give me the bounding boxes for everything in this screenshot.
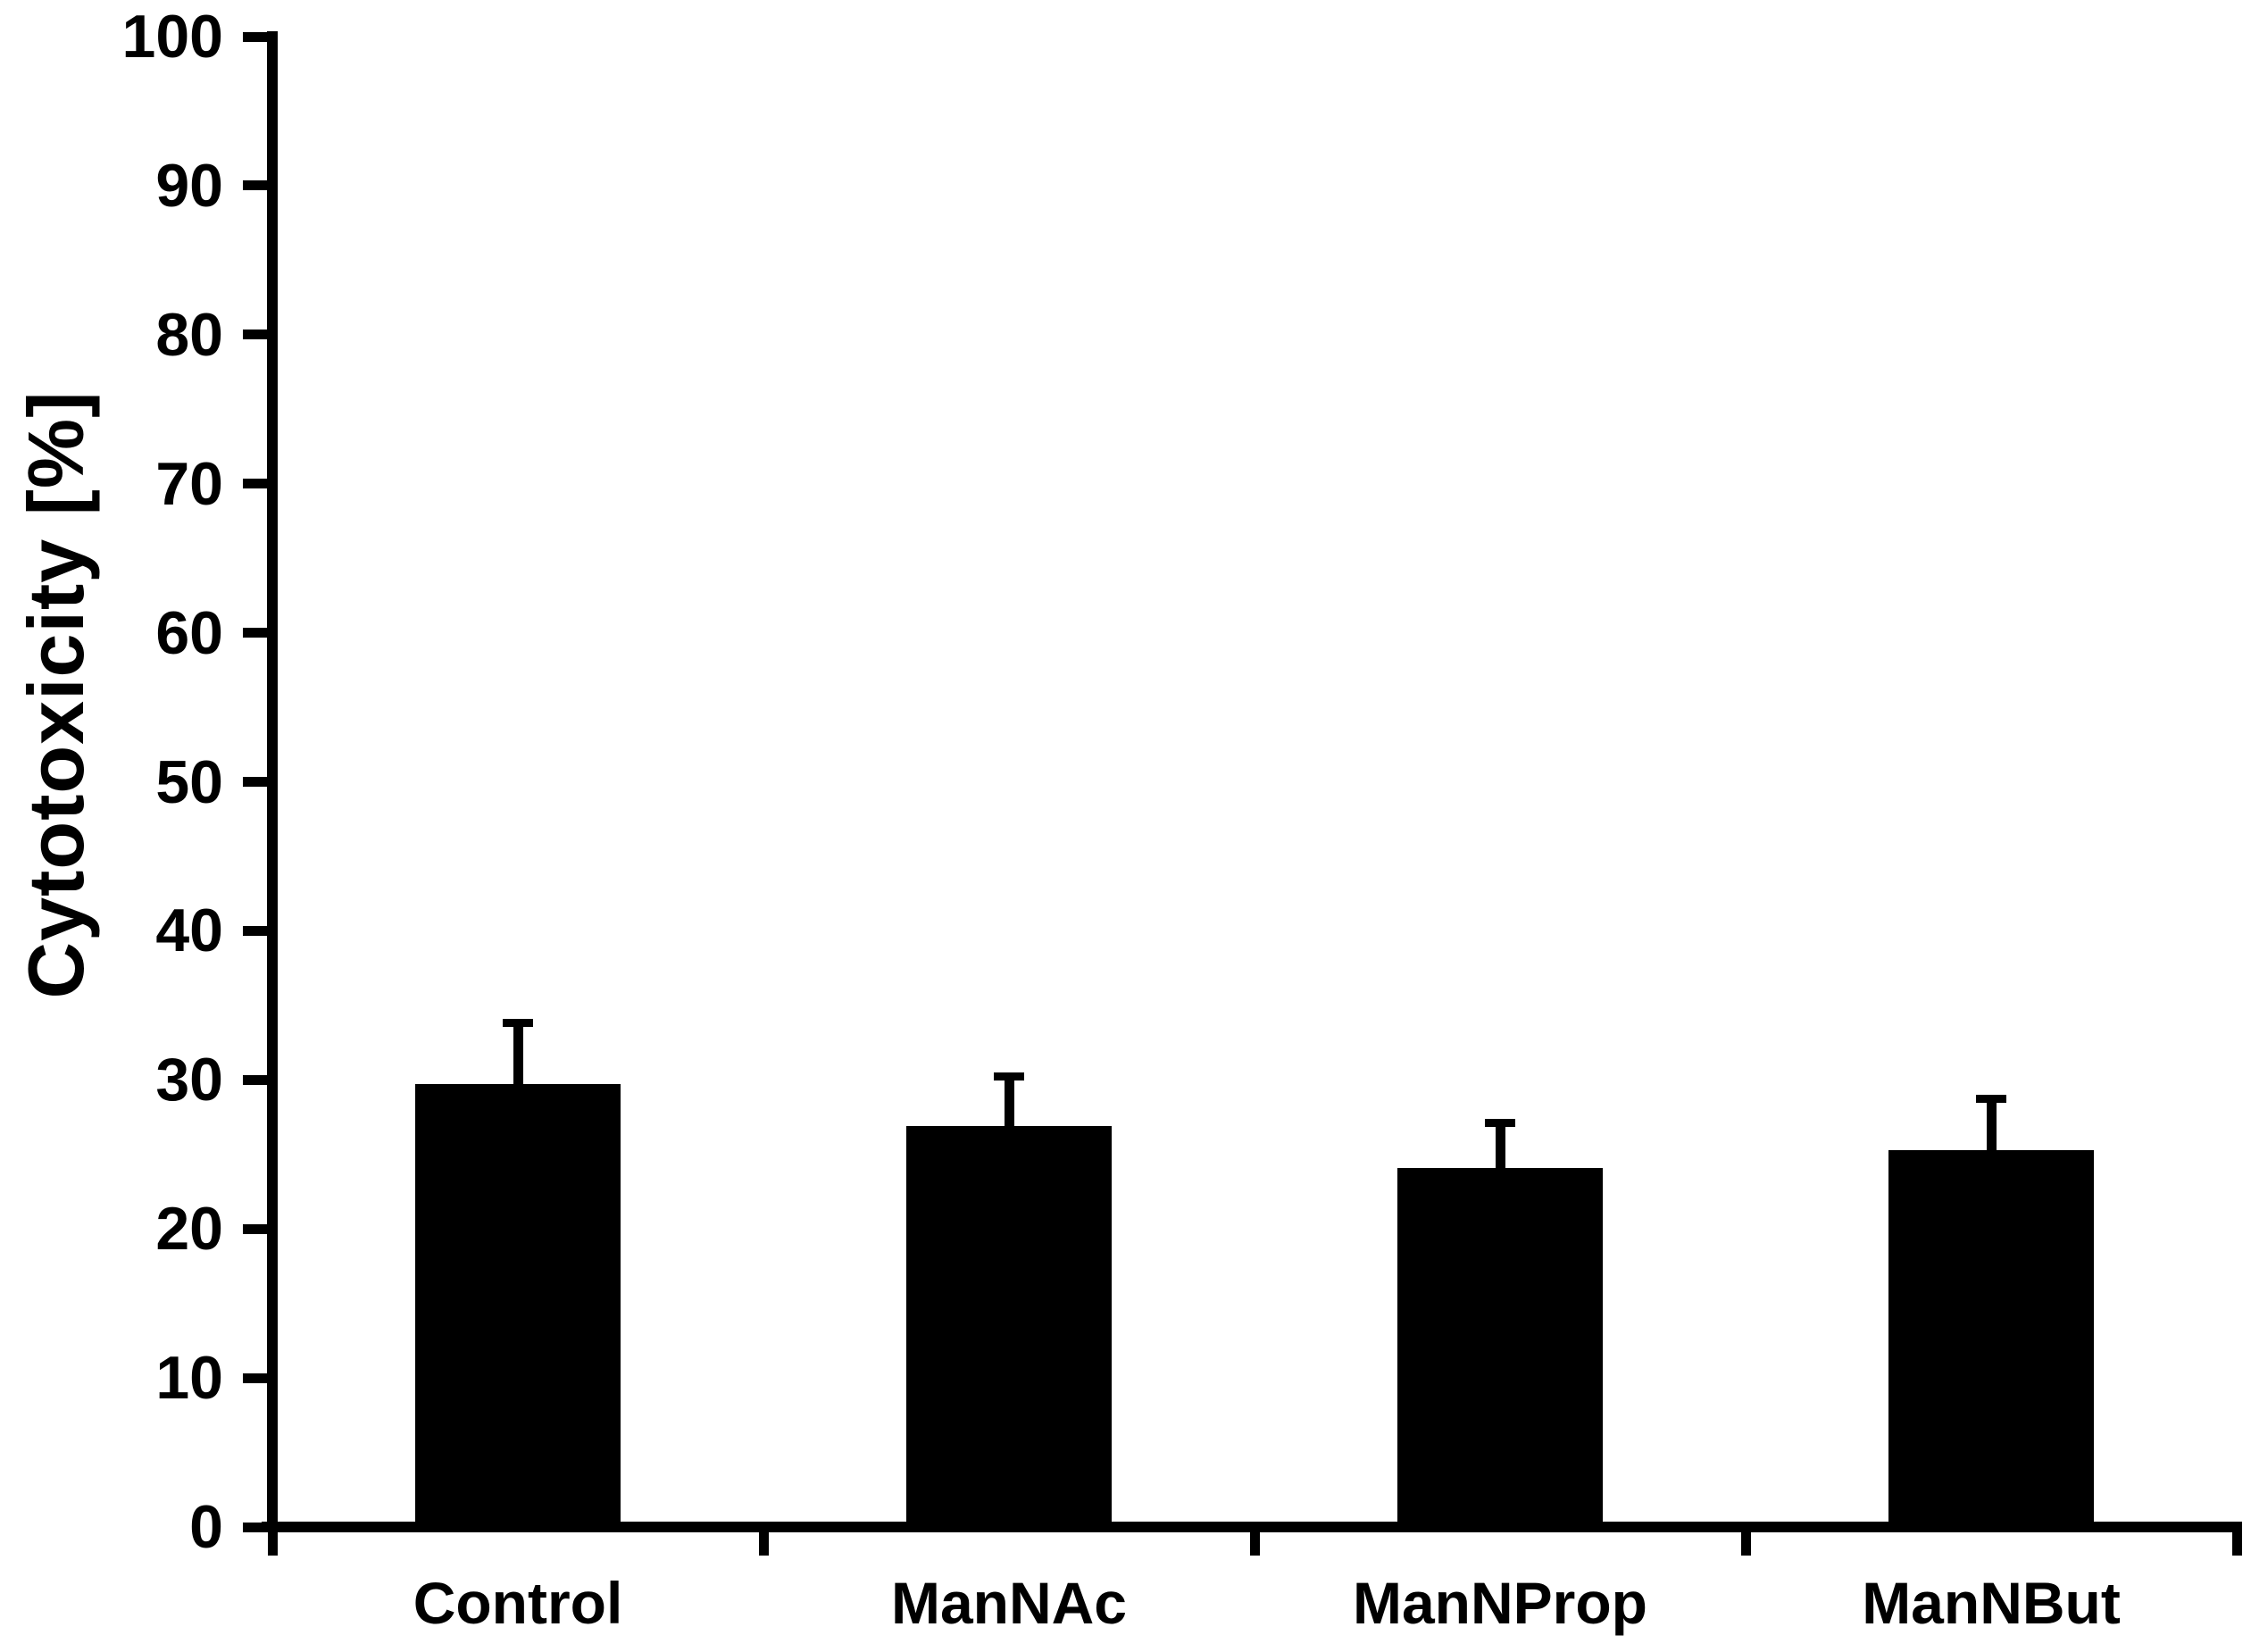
y-tick-label: 60: [155, 598, 223, 667]
y-tick-label: 20: [155, 1195, 223, 1264]
error-bar-stem: [513, 1018, 523, 1087]
y-tick-label: 50: [155, 747, 223, 816]
y-tick: [243, 628, 267, 638]
error-bar-cap: [1485, 1118, 1515, 1127]
y-tick-label: 30: [155, 1046, 223, 1114]
x-category-label: ManNBut: [1862, 1570, 2121, 1636]
y-tick-label: 70: [155, 449, 223, 518]
y-tick: [243, 1372, 267, 1383]
y-tick: [243, 31, 267, 42]
y-tick: [243, 1074, 267, 1085]
bar-mannprop: [1397, 1167, 1603, 1525]
x-tick: [1740, 1522, 1751, 1556]
error-bar-cap: [503, 1018, 533, 1027]
y-axis-line: [267, 31, 278, 1532]
x-tick: [1249, 1522, 1260, 1556]
error-bar-stem: [1986, 1094, 1997, 1152]
x-tick: [267, 1522, 278, 1556]
y-tick-label: 80: [155, 300, 223, 369]
y-tick: [243, 180, 267, 191]
error-bar-stem: [1495, 1118, 1505, 1170]
y-tick: [243, 777, 267, 787]
y-tick: [243, 1522, 267, 1532]
y-tick-label: 90: [155, 151, 223, 220]
y-tick: [243, 1223, 267, 1234]
y-tick: [243, 925, 267, 936]
x-category-label: ManNProp: [1353, 1570, 1647, 1636]
y-tick: [243, 479, 267, 489]
y-tick-label: 40: [155, 897, 223, 965]
bar-control: [415, 1084, 621, 1525]
y-tick: [243, 330, 267, 340]
error-bar-cap: [994, 1072, 1024, 1080]
x-category-label: Control: [413, 1570, 623, 1636]
error-bar-cap: [1976, 1094, 2006, 1103]
y-tick-label: 10: [155, 1344, 223, 1413]
y-tick-label: 0: [189, 1493, 223, 1561]
x-tick: [758, 1522, 769, 1556]
bar-mannbut: [1888, 1149, 2094, 1525]
x-tick: [2231, 1522, 2242, 1556]
y-tick-label: 100: [121, 3, 223, 71]
x-category-label: ManNAc: [890, 1570, 1128, 1636]
error-bar-stem: [1004, 1072, 1014, 1129]
bar-mannac: [906, 1126, 1112, 1525]
